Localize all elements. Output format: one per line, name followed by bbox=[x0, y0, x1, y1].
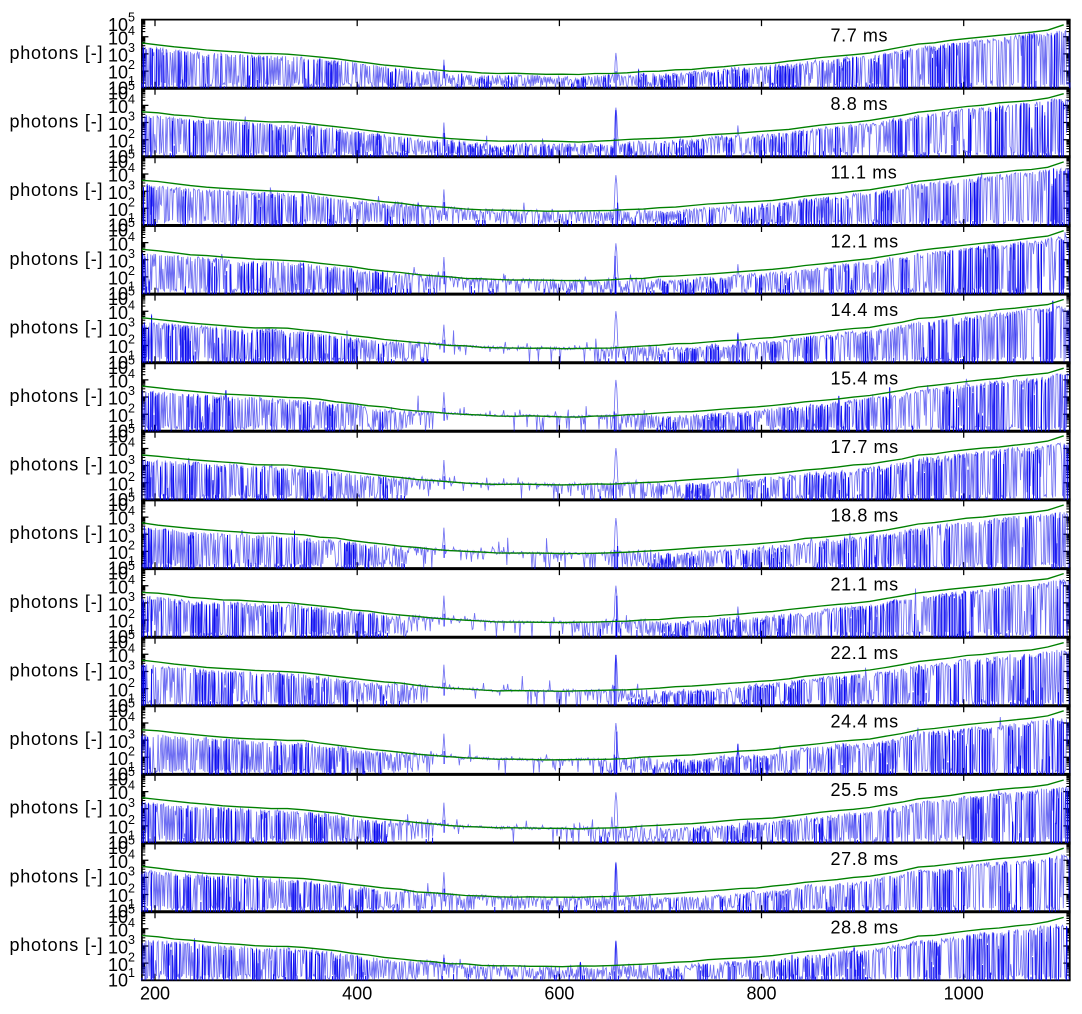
svg-text:photons [-]: photons [-] bbox=[9, 180, 103, 200]
svg-text:photons [-]: photons [-] bbox=[9, 386, 103, 406]
svg-text:104: 104 bbox=[108, 367, 135, 392]
svg-text:24.4 ms: 24.4 ms bbox=[831, 712, 899, 732]
svg-text:7.7 ms: 7.7 ms bbox=[831, 25, 889, 45]
svg-text:photons [-]: photons [-] bbox=[9, 592, 103, 612]
svg-text:photons [-]: photons [-] bbox=[9, 455, 103, 475]
svg-text:photons [-]: photons [-] bbox=[9, 935, 103, 955]
svg-text:18.8 ms: 18.8 ms bbox=[831, 506, 899, 526]
svg-text:21.1 ms: 21.1 ms bbox=[831, 574, 899, 594]
svg-text:200: 200 bbox=[140, 983, 170, 1003]
svg-text:800: 800 bbox=[746, 983, 776, 1003]
svg-text:22.1 ms: 22.1 ms bbox=[831, 643, 899, 663]
svg-text:photons [-]: photons [-] bbox=[9, 866, 103, 886]
svg-text:photons [-]: photons [-] bbox=[9, 661, 103, 681]
svg-text:photons [-]: photons [-] bbox=[9, 317, 103, 337]
svg-text:photons [-]: photons [-] bbox=[9, 249, 103, 269]
svg-text:15.4 ms: 15.4 ms bbox=[831, 369, 899, 389]
svg-text:104: 104 bbox=[108, 298, 135, 323]
svg-text:102: 102 bbox=[108, 264, 135, 289]
svg-text:12.1 ms: 12.1 ms bbox=[831, 231, 899, 251]
svg-text:14.4 ms: 14.4 ms bbox=[831, 300, 899, 320]
svg-text:400: 400 bbox=[342, 983, 372, 1003]
svg-text:photons [-]: photons [-] bbox=[9, 43, 103, 63]
svg-text:28.8 ms: 28.8 ms bbox=[831, 918, 899, 938]
svg-text:600: 600 bbox=[544, 983, 574, 1003]
svg-text:25.5 ms: 25.5 ms bbox=[831, 780, 899, 800]
svg-text:photons [-]: photons [-] bbox=[9, 523, 103, 543]
svg-text:photons [-]: photons [-] bbox=[9, 112, 103, 132]
svg-text:27.8 ms: 27.8 ms bbox=[831, 849, 899, 869]
svg-text:photons [-]: photons [-] bbox=[9, 798, 103, 818]
svg-text:104: 104 bbox=[108, 93, 135, 118]
svg-text:photons [-]: photons [-] bbox=[9, 729, 103, 749]
svg-text:1000: 1000 bbox=[944, 983, 984, 1003]
svg-text:11.1 ms: 11.1 ms bbox=[831, 163, 898, 183]
svg-text:8.8 ms: 8.8 ms bbox=[831, 94, 889, 114]
svg-text:17.7 ms: 17.7 ms bbox=[831, 437, 899, 457]
